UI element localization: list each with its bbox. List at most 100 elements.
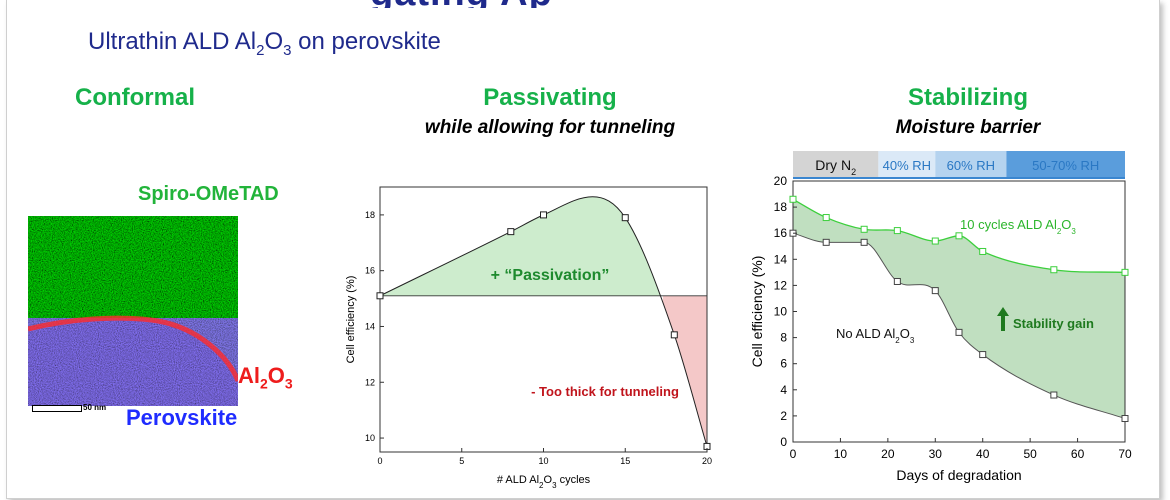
point-with-ald-5 [955, 232, 963, 240]
annotation-too-thick: - Too thick for tunneling [531, 384, 679, 399]
scale-bar-label: 50 nm [83, 403, 107, 412]
x-tick-label-30: 30 [929, 447, 943, 461]
subtitle-text-mid: O [264, 28, 284, 55]
x-tick-label-40: 40 [976, 447, 990, 461]
condition-label-2-part: 60% RH [947, 158, 995, 173]
y-tick-label-12: 12 [774, 278, 788, 292]
point-with-ald-2 [860, 225, 868, 233]
point-no-ald-7 [1050, 391, 1058, 399]
heading-stabilizing: Stabilizing [908, 84, 1028, 111]
tem-label-al-text: Al [238, 363, 260, 388]
point-no-ald-3 [893, 277, 901, 285]
subtitle-text-post: on perovskite [291, 28, 441, 55]
chart-efficiency-vs-days: Dry N2 40% RH 60% RH 50-70% RH0 10 20 30 40 50 60… [749, 151, 1132, 483]
passivation-gain-area [380, 196, 663, 296]
y-axis-label: Cell efficiency (%) [749, 256, 765, 368]
condition-label-0-part: Dry N [815, 157, 851, 173]
point-with-ald-6 [979, 247, 987, 255]
data-point-4 [670, 331, 678, 339]
point-with-ald-8 [1121, 268, 1129, 276]
tem-label-spiro: Spiro-OMeTAD [138, 183, 279, 205]
x-tick-label-10: 10 [538, 456, 548, 466]
tem-label-al2o3: Al2O3 [238, 363, 293, 391]
point-no-ald-2 [860, 238, 868, 246]
condition-band-2 [935, 151, 1007, 178]
x-axis-label: Days of degradation [896, 467, 1021, 483]
x-tick-label-70: 70 [1118, 447, 1132, 461]
condition-label-1-part: 40% RH [883, 158, 931, 173]
x-tick-label-5: 5 [459, 456, 464, 466]
condition-band-3 [1006, 151, 1125, 178]
x-tick-label-60: 60 [1071, 447, 1085, 461]
point-no-ald-5 [955, 328, 963, 336]
heading-conformal: Conformal [75, 84, 195, 111]
y-tick-label-0: 0 [780, 435, 787, 449]
point-with-ald-1 [822, 214, 830, 222]
y-tick-label-2: 2 [780, 409, 787, 423]
series-label-no-ald-part: O [900, 326, 910, 341]
point-no-ald-4 [931, 287, 939, 295]
subtitle-text-pre: Ultrathin ALD Al [88, 28, 257, 55]
condition-band-0 [793, 151, 879, 178]
y-tick-label-18: 18 [365, 210, 375, 220]
data-point-0 [376, 292, 384, 300]
condition-label-3-part: 50-70% RH [1032, 158, 1099, 173]
arrow-up-icon [997, 307, 1009, 331]
x-tick-label-10: 10 [834, 447, 848, 461]
x-axis-label-part: cycles [557, 474, 591, 486]
y-tick-label-14: 14 [774, 252, 788, 266]
data-point-2 [540, 211, 547, 219]
x-axis-label-part: 3 [552, 481, 557, 490]
y-tick-label-16: 16 [774, 226, 788, 240]
x-tick-label-20: 20 [881, 447, 895, 461]
series-label-with-ald-part: 10 cycles ALD Al [960, 217, 1057, 232]
y-tick-label-6: 6 [780, 357, 787, 371]
point-with-ald-0 [789, 195, 797, 203]
heading-passivating: Passivating [483, 84, 617, 111]
y-tick-label-8: 8 [780, 331, 787, 345]
y-tick-label-14: 14 [365, 321, 375, 331]
x-tick-label-20: 20 [702, 456, 712, 466]
y-tick-label-16: 16 [365, 266, 375, 276]
x-axis-label: # ALD Al2O3 cycles [497, 474, 591, 490]
point-with-ald-3 [893, 227, 901, 235]
series-label-no-ald-part: No ALD Al [836, 326, 895, 341]
tem-label-o-text: O [267, 363, 285, 388]
data-point-3 [621, 214, 629, 222]
point-with-ald-4 [931, 237, 939, 245]
slide-subtitle: Ultrathin ALD Al2O3 on perovskite [88, 28, 441, 59]
condition-label-3: 50-70% RH [1032, 158, 1099, 173]
y-tick-label-10: 10 [774, 305, 788, 319]
point-with-ald-7 [1050, 266, 1058, 274]
annotation-stability-gain: Stability gain [1013, 316, 1094, 331]
series-label-no-ald-part: 3 [910, 336, 915, 345]
y-axis-label: Cell efficiency (%) [345, 276, 357, 364]
series-label-with-ald: 10 cycles ALD Al2O3 [960, 217, 1076, 236]
stability-gain-area [793, 199, 1125, 419]
y-tick-label-10: 10 [365, 433, 375, 443]
condition-label-0-part: 2 [851, 167, 856, 177]
y-tick-label-4: 4 [780, 383, 787, 397]
series-label-with-ald-part: 2 [1057, 227, 1062, 236]
data-point-1 [507, 228, 515, 236]
x-tick-label-50: 50 [1023, 447, 1037, 461]
x-tick-label-15: 15 [620, 456, 630, 466]
series-label-with-ald-part: O [1061, 217, 1071, 232]
y-tick-label-18: 18 [774, 200, 788, 214]
annotation-passivation: + “Passivation” [491, 267, 610, 284]
x-axis-label-part: # ALD Al [497, 474, 539, 486]
condition-label-0: Dry N2 [815, 157, 856, 177]
series-label-no-ald-part: 2 [895, 336, 900, 345]
condition-label-2: 60% RH [947, 158, 995, 173]
series-label-no-ald: No ALD Al2O3 [836, 326, 915, 345]
subtitle-sub-2: 2 [256, 41, 265, 59]
tem-image [28, 216, 238, 406]
tem-label-al-sub-3: 3 [284, 375, 293, 392]
tem-label-perovskite: Perovskite [126, 405, 238, 430]
x-axis-label-part: 2 [539, 481, 544, 490]
point-no-ald-8 [1121, 415, 1129, 423]
slide-title-fragment: gating Ap [370, 0, 800, 8]
scale-bar [32, 405, 82, 412]
series-label-with-ald-part: 3 [1071, 227, 1076, 236]
chart-efficiency-vs-cycles: 0 5 10 15 20 10 12 14 16 18 # ALD Al2O3 cycles Cell… [345, 186, 712, 490]
